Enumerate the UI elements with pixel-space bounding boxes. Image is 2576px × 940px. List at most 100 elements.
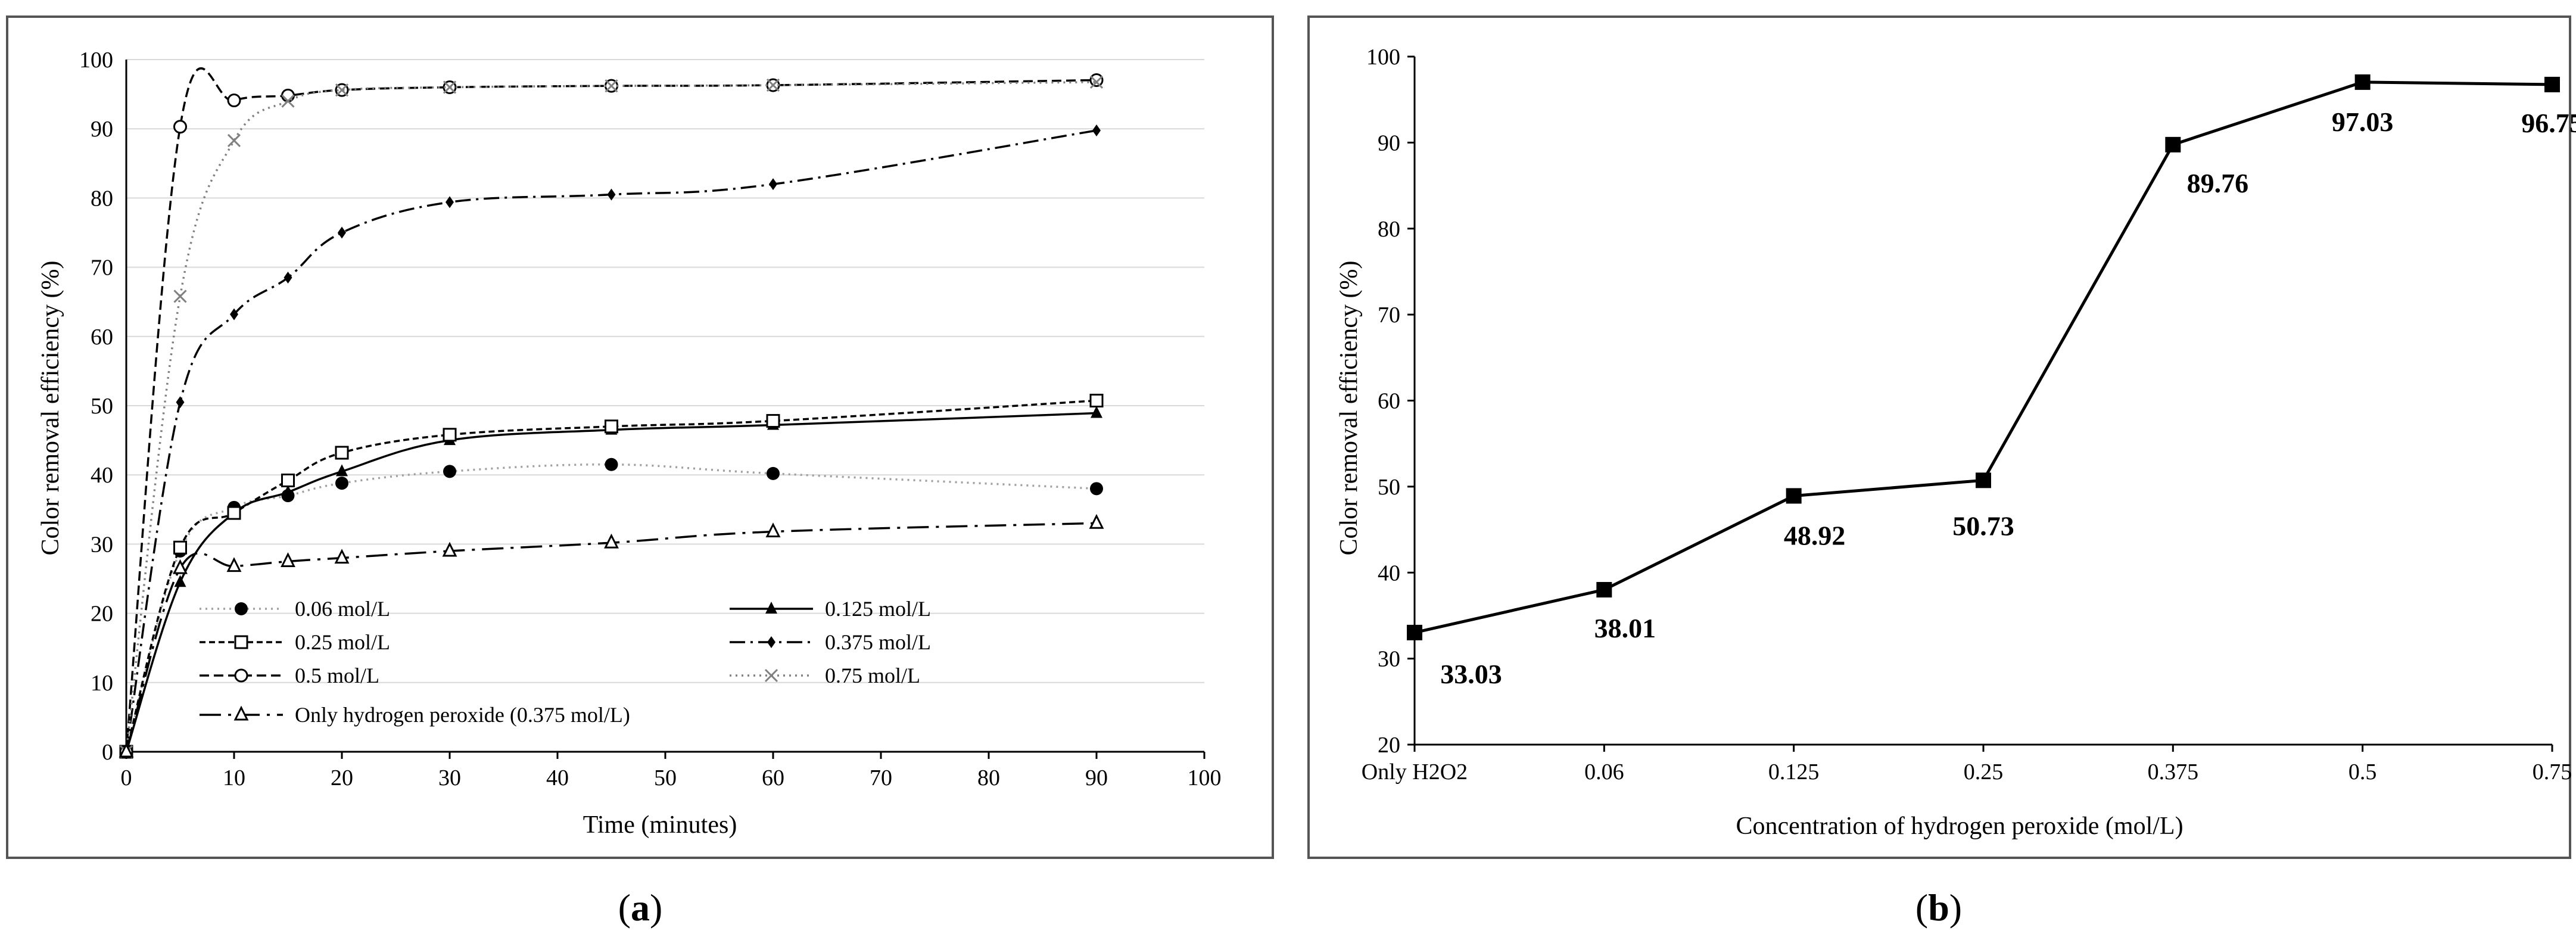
legend-label: 0.375 mol/L bbox=[825, 630, 931, 654]
panel-a-x-tick-label: 90 bbox=[1085, 765, 1108, 790]
data-point bbox=[767, 466, 780, 480]
panel-b-y-tick-label: 50 bbox=[1378, 475, 1400, 500]
legend-swatch-marker bbox=[234, 668, 248, 683]
panel-a-frame bbox=[6, 15, 1274, 859]
data-label: 89.76 bbox=[2187, 168, 2249, 198]
legend-label: 0.125 mol/L bbox=[825, 597, 931, 621]
legend-swatch-marker bbox=[235, 602, 248, 615]
panel-b-x-tick-label: 0.5 bbox=[2348, 760, 2377, 785]
legend-entry: Only hydrogen peroxide (0.375 mol/L) bbox=[200, 703, 630, 727]
panel-a-y-tick-label: 30 bbox=[91, 532, 113, 557]
data-label: 97.03 bbox=[2332, 107, 2394, 137]
data-point bbox=[1786, 488, 1802, 504]
panel-b-y-tick-label: 40 bbox=[1378, 561, 1400, 586]
panel-b-series bbox=[1407, 74, 2560, 640]
panel-b-data-labels: 33.03 38.01 48.92 50.73 89.76 97.03 96.75 bbox=[1440, 107, 2576, 689]
panel-a-ylabel: Color removal efficiency (%) bbox=[37, 261, 64, 556]
data-point bbox=[334, 549, 350, 564]
data-point bbox=[281, 94, 295, 108]
data-point bbox=[226, 557, 242, 572]
data-point bbox=[282, 485, 294, 497]
data-point bbox=[446, 196, 454, 208]
series-line bbox=[125, 463, 1097, 752]
data-point bbox=[2544, 76, 2560, 92]
data-point bbox=[1091, 406, 1102, 418]
data-point bbox=[1089, 513, 1104, 529]
data-point bbox=[769, 178, 777, 191]
legend-label: 0.5 mol/L bbox=[295, 664, 379, 687]
panel-a-y-tick-label: 60 bbox=[91, 325, 113, 350]
data-point bbox=[336, 464, 348, 477]
data-point bbox=[281, 552, 295, 567]
panel-b-ticks: 20 30 40 50 60 70 80 90 100 Only H2O2 0.06 0.125 0.2… bbox=[1362, 45, 2572, 785]
panel-b-xlabel: Concentration of hydrogen peroxide (mol/… bbox=[1736, 813, 2183, 840]
data-point bbox=[227, 133, 241, 148]
panel-b-ylabel: Color removal efficiency (%) bbox=[1335, 261, 1363, 556]
panel-a-y-tick-label: 40 bbox=[91, 463, 113, 488]
panel-a-x-tick-label: 40 bbox=[546, 765, 569, 790]
panel-a-legend: 0.06 mol/L 0.125 mol/L 0.25 mol/L 0.375 mol… bbox=[200, 597, 931, 727]
data-point bbox=[765, 522, 781, 537]
data-point bbox=[605, 419, 618, 434]
legend-entry: 0.06 mol/L bbox=[200, 597, 390, 621]
panel-b-x-tick-label: 0.125 bbox=[1768, 760, 1820, 785]
data-point bbox=[1596, 581, 1612, 597]
series-line bbox=[125, 522, 1097, 752]
data-point bbox=[173, 540, 187, 555]
panel-a-x-tick-label: 80 bbox=[977, 765, 1000, 790]
panel-a-y-tick-label: 10 bbox=[91, 671, 113, 696]
data-point bbox=[173, 290, 187, 303]
legend-label: 0.25 mol/L bbox=[295, 630, 390, 654]
panel-b-x-tick-label: 0.75 bbox=[2533, 760, 2572, 785]
data-point bbox=[605, 79, 618, 93]
panel-b-y-tick-label: 100 bbox=[1366, 45, 1400, 70]
data-point bbox=[442, 541, 457, 557]
panel-b-x-tick-label: 0.375 bbox=[2148, 760, 2199, 785]
caption-a-letter: a bbox=[631, 886, 650, 929]
legend-swatch-marker bbox=[233, 705, 249, 721]
panel-a-y-tick-label: 80 bbox=[91, 186, 113, 211]
data-point bbox=[1407, 624, 1422, 640]
data-point bbox=[230, 308, 238, 320]
panel-b-frame bbox=[1307, 15, 2571, 859]
data-point bbox=[173, 559, 188, 574]
panel-a-x-tick-label: 0 bbox=[121, 765, 132, 790]
data-point bbox=[284, 272, 292, 284]
data-point bbox=[174, 575, 186, 587]
data-label: 50.73 bbox=[1952, 511, 2014, 541]
panel-b-x-tick-label: 0.25 bbox=[1964, 760, 2004, 785]
legend-swatch-marker bbox=[234, 635, 248, 649]
caption-a: (a) bbox=[618, 886, 663, 929]
panel-b-y-tick-label: 80 bbox=[1378, 217, 1400, 242]
legend-label: Only hydrogen peroxide (0.375 mol/L) bbox=[295, 703, 630, 727]
series-0-75-mol-l bbox=[119, 75, 1104, 759]
data-label: 96.75 bbox=[2521, 108, 2576, 138]
data-point bbox=[2165, 136, 2181, 152]
data-point bbox=[335, 83, 349, 97]
panel-a-y-tick-label: 50 bbox=[91, 394, 113, 419]
data-point bbox=[1090, 482, 1103, 496]
legend-entry: 0.125 mol/L bbox=[730, 597, 931, 621]
data-point bbox=[176, 396, 185, 409]
data-point bbox=[227, 94, 241, 108]
legend-entry: 0.75 mol/L bbox=[730, 664, 920, 687]
panel-b-x-tick-label: Only H2O2 bbox=[1362, 760, 1468, 785]
data-label: 48.92 bbox=[1784, 520, 1846, 550]
panel-b-y-tick-label: 90 bbox=[1378, 130, 1400, 155]
panel-b: 20 30 40 50 60 70 80 90 100 Only H2O2 0.06 0.125 0.2… bbox=[1307, 15, 2576, 859]
legend-swatch-marker bbox=[764, 668, 778, 683]
panel-a-xlabel: Time (minutes) bbox=[583, 811, 737, 839]
data-point bbox=[604, 533, 619, 549]
legend-entry: 0.25 mol/L bbox=[200, 630, 390, 654]
data-point bbox=[335, 446, 349, 460]
panel-b-y-tick-label: 60 bbox=[1378, 389, 1400, 414]
series-line bbox=[125, 412, 1097, 752]
legend-swatch-marker bbox=[767, 636, 775, 648]
series-only-hydrogen-peroxide-0-375-mol-l- bbox=[119, 513, 1104, 758]
data-point bbox=[338, 226, 346, 239]
panel-a-x-tick-label: 30 bbox=[438, 765, 461, 790]
data-point bbox=[227, 506, 241, 520]
panel-a-x-tick-label: 50 bbox=[654, 765, 677, 790]
legend-entry: 0.5 mol/L bbox=[200, 664, 379, 687]
